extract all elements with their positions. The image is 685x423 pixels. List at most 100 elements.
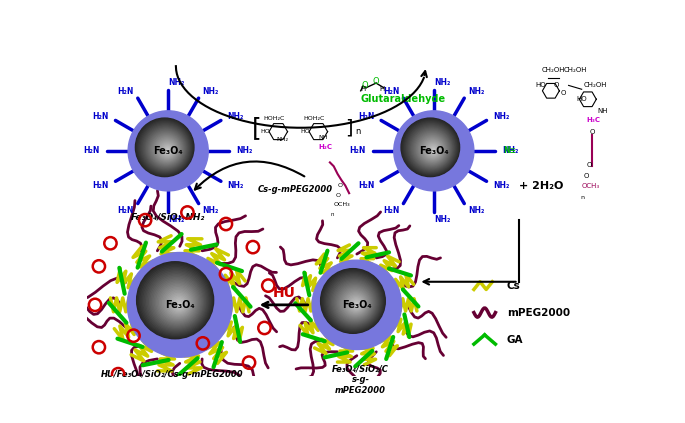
Circle shape (155, 138, 179, 161)
Circle shape (333, 281, 376, 324)
Text: O: O (373, 77, 379, 86)
Text: OCH₃: OCH₃ (582, 182, 600, 189)
Circle shape (429, 146, 437, 154)
Circle shape (353, 301, 360, 308)
Circle shape (165, 291, 191, 316)
Circle shape (410, 127, 453, 170)
Text: HOH₂C: HOH₂C (263, 116, 284, 121)
Circle shape (164, 289, 192, 317)
Circle shape (154, 137, 179, 162)
Circle shape (423, 140, 443, 159)
Circle shape (158, 283, 197, 322)
Text: GA: GA (507, 335, 523, 344)
Text: HO: HO (576, 96, 587, 102)
Circle shape (177, 302, 182, 307)
Circle shape (431, 148, 436, 154)
Circle shape (417, 135, 447, 164)
Circle shape (160, 143, 174, 157)
Circle shape (344, 291, 367, 315)
Circle shape (161, 286, 195, 319)
Text: O: O (336, 193, 341, 198)
Circle shape (402, 119, 459, 176)
Circle shape (145, 128, 186, 169)
Circle shape (149, 275, 203, 329)
Circle shape (401, 118, 460, 177)
Text: H₂N: H₂N (92, 112, 109, 121)
Text: N≡: N≡ (503, 146, 516, 155)
Text: Fe₃O₄: Fe₃O₄ (165, 300, 195, 310)
Circle shape (136, 119, 193, 176)
Circle shape (426, 143, 440, 157)
Circle shape (406, 122, 456, 173)
Circle shape (145, 270, 207, 332)
Text: HO: HO (301, 129, 310, 134)
Text: H₂N: H₂N (92, 181, 109, 190)
Text: H: H (360, 86, 366, 92)
Text: NH₂: NH₂ (468, 87, 484, 96)
Text: NH₂: NH₂ (493, 112, 510, 121)
Circle shape (403, 120, 458, 175)
Circle shape (162, 144, 173, 156)
Circle shape (347, 295, 364, 313)
Circle shape (334, 282, 375, 323)
Text: H₂N: H₂N (84, 146, 99, 155)
Text: H₃C: H₃C (586, 117, 600, 123)
Text: Fe₃O₄/SiO₂/C
s-g-
mPEG2000: Fe₃O₄/SiO₂/C s-g- mPEG2000 (332, 365, 389, 395)
Text: NH₂: NH₂ (227, 181, 244, 190)
Circle shape (354, 302, 359, 307)
Circle shape (414, 131, 449, 166)
Circle shape (406, 124, 456, 172)
Circle shape (147, 272, 206, 331)
Text: H₂N: H₂N (349, 146, 365, 155)
Circle shape (138, 263, 212, 338)
Text: NH₂: NH₂ (169, 78, 184, 87)
Circle shape (411, 128, 452, 169)
Circle shape (153, 277, 201, 326)
Circle shape (324, 272, 382, 330)
Text: NH₂: NH₂ (434, 215, 450, 224)
Text: Fe₃O₄: Fe₃O₄ (342, 300, 372, 310)
Circle shape (321, 269, 385, 333)
Text: [: [ (252, 116, 262, 140)
Text: Cs: Cs (507, 280, 521, 291)
Circle shape (167, 292, 190, 315)
Circle shape (141, 124, 190, 172)
Text: NH₂: NH₂ (468, 206, 484, 215)
Circle shape (147, 129, 186, 168)
Text: OCH₃: OCH₃ (334, 202, 350, 207)
Text: CH₂OH: CH₂OH (542, 67, 565, 73)
Circle shape (340, 288, 370, 318)
Circle shape (127, 253, 232, 357)
Circle shape (349, 297, 364, 311)
Text: mPEG2000: mPEG2000 (507, 308, 570, 318)
Circle shape (165, 148, 171, 154)
Circle shape (419, 135, 446, 163)
Text: O: O (361, 81, 368, 90)
Text: n: n (580, 195, 584, 200)
Circle shape (327, 275, 381, 329)
Circle shape (152, 135, 181, 164)
Circle shape (138, 120, 192, 175)
Circle shape (169, 294, 189, 314)
Circle shape (394, 111, 474, 191)
Text: Cs-g-mPEG2000: Cs-g-mPEG2000 (258, 185, 333, 194)
Text: O: O (586, 162, 592, 168)
Circle shape (162, 288, 193, 319)
Circle shape (416, 133, 447, 165)
Circle shape (178, 303, 181, 306)
Text: H₂N: H₂N (358, 112, 375, 121)
Text: O: O (553, 82, 558, 88)
Text: CH₂OH: CH₂OH (584, 82, 608, 88)
Circle shape (141, 266, 210, 335)
Text: + 2H₂O: + 2H₂O (519, 181, 563, 190)
Circle shape (151, 133, 182, 165)
Circle shape (171, 296, 186, 312)
Circle shape (144, 127, 187, 170)
Text: HO: HO (536, 82, 546, 88)
Circle shape (433, 150, 435, 152)
Circle shape (148, 273, 205, 330)
Text: NH₂: NH₂ (434, 78, 450, 87)
Circle shape (157, 282, 198, 323)
Text: O: O (338, 183, 342, 188)
Circle shape (342, 290, 369, 316)
